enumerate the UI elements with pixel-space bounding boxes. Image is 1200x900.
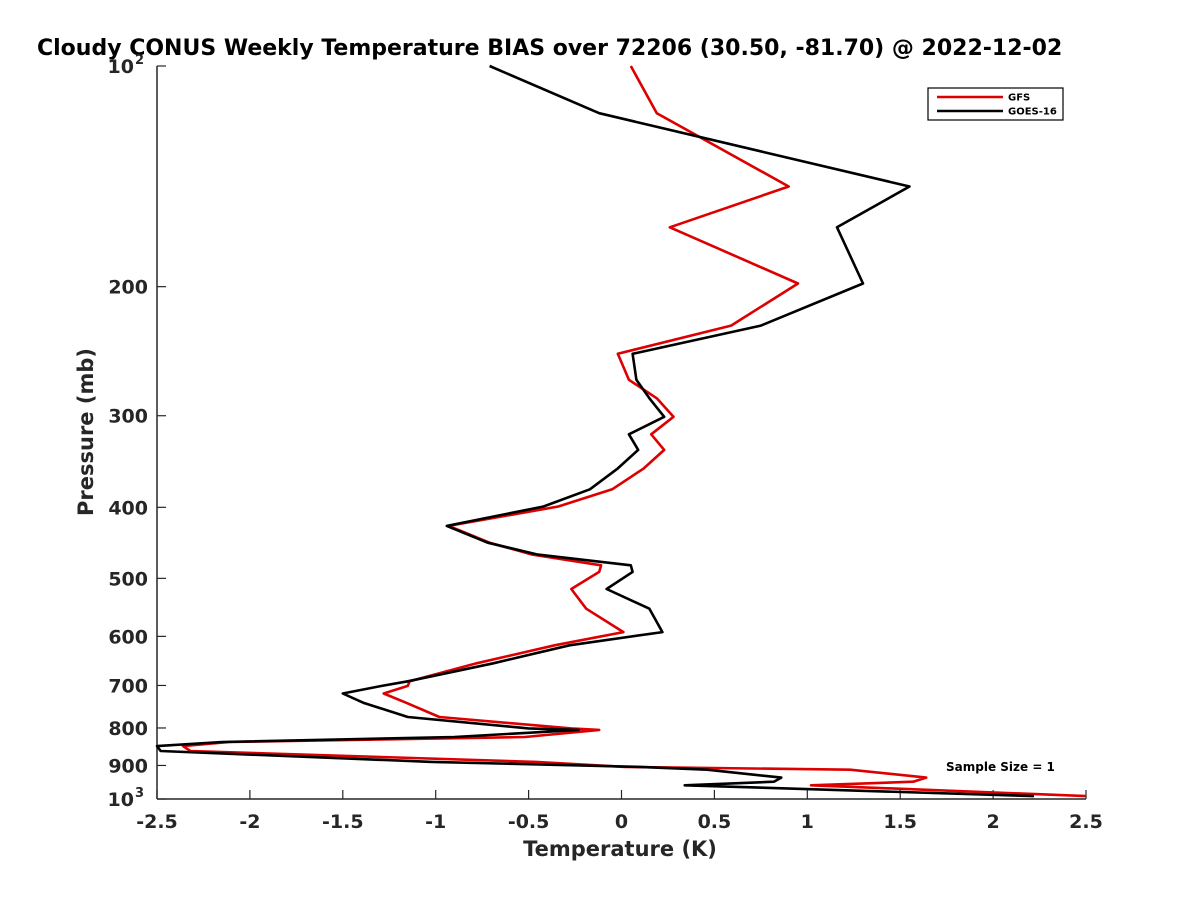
y-tick-label: 500 [108, 568, 148, 590]
y-tick-label: 200 [108, 277, 148, 299]
legend-label-goes16: GOES-16 [1008, 107, 1057, 118]
y-tick-label: 700 [108, 675, 148, 697]
x-tick-label: 0.5 [698, 811, 732, 833]
sample-size-annotation: Sample Size = 1 [946, 760, 1055, 774]
x-tick-label: 1.5 [883, 811, 917, 833]
series-lines [155, 64, 1087, 798]
x-tick-label: 1 [801, 811, 814, 833]
y-tick-label-base: 10 [108, 56, 134, 78]
x-axis-label: Temperature (K) [523, 837, 717, 861]
y-tick-label: 600 [108, 626, 148, 648]
y-axis-label: Pressure (mb) [74, 348, 98, 516]
chart-title: Cloudy CONUS Weekly Temperature BIAS ove… [37, 36, 1062, 61]
x-tick-label: 0 [615, 811, 628, 833]
legend-box [927, 87, 1064, 121]
y-tick-label: 400 [108, 497, 148, 519]
y-tick-label: 900 [108, 755, 148, 777]
legend-label-gfs: GFS [1008, 93, 1030, 104]
x-tick-label: -2.5 [136, 811, 178, 833]
x-tick-label: -2 [239, 811, 260, 833]
y-tick-label-exponent: 3 [135, 786, 144, 801]
x-tick-label: -1.5 [322, 811, 364, 833]
x-axis-ticks: -2.5 -2 -1.5 -1 -0.5 0 0.5 1 1.5 2 2.5 [136, 790, 1103, 833]
plot-area [156, 66, 1086, 800]
legend: GFS GOES-16 [927, 87, 1064, 121]
y-tick-label-exponent: 2 [135, 53, 144, 68]
x-tick-label: 2 [986, 811, 999, 833]
series-line-goes-16 [155, 64, 1035, 798]
x-tick-label: 2.5 [1069, 811, 1103, 833]
y-tick-label-base: 10 [108, 789, 134, 811]
y-tick-label: 800 [108, 718, 148, 740]
y-tick-label: 300 [108, 406, 148, 428]
x-tick-label: -1 [425, 811, 446, 833]
x-tick-label: -0.5 [508, 811, 550, 833]
